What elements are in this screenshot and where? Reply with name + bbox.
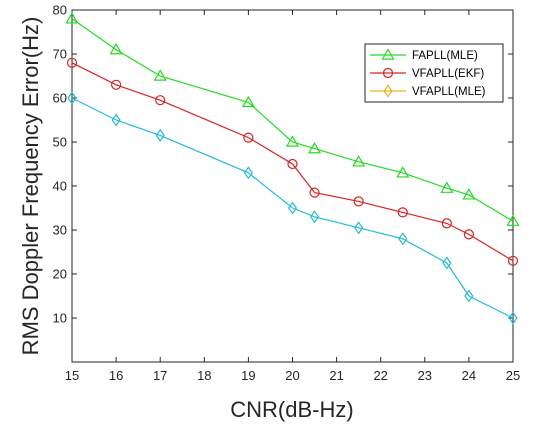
data-point — [285, 135, 300, 147]
series-line — [71, 18, 514, 222]
y-axis-label: RMS Doppler Frequency Error(Hz) — [18, 17, 43, 356]
y-tick-label: 30 — [53, 223, 67, 238]
x-tick-label: 18 — [197, 368, 211, 383]
y-tick-label: 80 — [53, 3, 67, 18]
data-point — [243, 166, 253, 180]
data-point — [441, 218, 452, 229]
data-point — [110, 79, 122, 90]
data-point — [397, 207, 408, 218]
data-point — [398, 232, 408, 246]
data-point — [241, 95, 255, 108]
legend-marker — [383, 84, 393, 98]
data-point — [309, 210, 320, 224]
y-tick-label: 40 — [53, 179, 67, 194]
x-tick-label: 24 — [462, 368, 476, 383]
y-tick-label: 50 — [53, 135, 67, 150]
data-point — [463, 229, 474, 240]
legend-marker — [381, 48, 395, 60]
data-point — [464, 289, 474, 303]
data-point — [442, 256, 452, 270]
y-tick-label: 10 — [53, 311, 67, 326]
series-line — [71, 62, 514, 262]
data-point — [353, 196, 364, 207]
data-point — [440, 181, 454, 193]
data-point — [508, 311, 518, 325]
x-tick-label: 16 — [109, 368, 123, 383]
legend: FAPLL(MLE) VFAPLL(EKF) VFAPLL(MLE) — [364, 43, 504, 103]
x-tick-label: 17 — [153, 368, 167, 383]
data-point — [65, 12, 79, 24]
data-point — [309, 187, 320, 198]
data-point — [243, 132, 254, 143]
x-axis-label: CNR(dB-Hz) — [230, 397, 353, 422]
x-axis: 15 16 17 18 19 20 21 22 23 24 25 — [65, 10, 520, 383]
data-point — [506, 214, 520, 226]
x-tick-label: 21 — [329, 368, 343, 383]
series-layer — [65, 12, 520, 325]
data-point — [155, 128, 165, 142]
y-tick-label: 70 — [53, 47, 67, 62]
x-tick-label: 25 — [506, 368, 520, 383]
series-line — [71, 97, 514, 319]
series-1 — [65, 12, 520, 226]
data-point — [287, 201, 298, 215]
data-point — [354, 221, 364, 235]
legend-marker — [382, 67, 394, 79]
data-point — [153, 69, 167, 81]
series-3 — [67, 91, 518, 325]
data-point — [155, 95, 166, 106]
data-point — [396, 166, 410, 178]
y-tick-label: 20 — [53, 267, 67, 282]
series-2 — [66, 57, 519, 266]
data-point — [507, 255, 519, 266]
x-tick-label: 20 — [285, 368, 299, 383]
y-tick-label: 60 — [53, 91, 67, 106]
data-point — [352, 155, 366, 167]
data-point — [67, 91, 77, 105]
data-point — [308, 141, 322, 154]
data-point — [109, 42, 123, 55]
legend-label: FAPLL(MLE) — [412, 50, 478, 62]
x-tick-label: 15 — [65, 368, 79, 383]
data-point — [66, 57, 78, 68]
x-tick-label: 23 — [418, 368, 432, 383]
x-tick-label: 22 — [373, 368, 387, 383]
x-tick-label: 19 — [241, 368, 255, 383]
legend-label: VFAPLL(EKF) — [412, 68, 484, 80]
data-point — [111, 113, 121, 127]
data-point — [462, 188, 476, 200]
legend-label: VFAPLL(MLE) — [412, 86, 486, 98]
data-point — [287, 158, 298, 170]
